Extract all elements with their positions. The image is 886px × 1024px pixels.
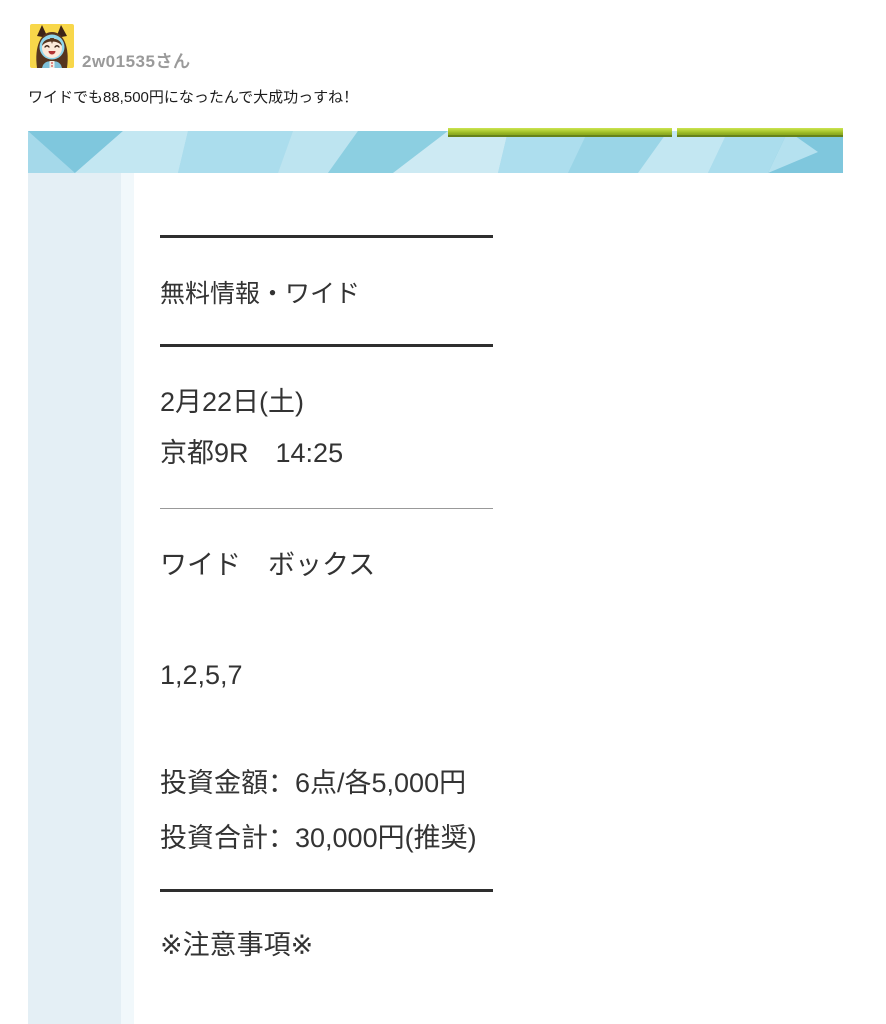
race-date: 2月22日(土): [160, 387, 305, 417]
nav-tab-left-edge[interactable]: [448, 128, 672, 137]
horse-numbers: 1,2,5,7: [160, 660, 243, 690]
bet-type: ワイド ボックス: [160, 550, 376, 580]
username-label: 2w01535さん: [82, 52, 191, 71]
investment-per-point: 投資金額：6点/各5,000円: [160, 768, 467, 798]
investment-total: 投資合計：30,000円(推奨): [160, 823, 477, 853]
separator-under-title: [160, 344, 493, 347]
notice-heading: ※注意事項※: [160, 930, 314, 960]
nav-tab-right-edge[interactable]: [677, 128, 843, 137]
review-comment-text: ワイドでも88,500円になったんで大成功っすね！: [28, 89, 359, 106]
separator-top: [160, 235, 493, 238]
info-title: 無料情報・ワイド: [160, 280, 361, 308]
race-name-time: 京都9R 14:25: [160, 438, 344, 468]
header-banner: [28, 131, 843, 173]
user-avatar-icon: [30, 24, 74, 68]
left-sidebar-strip-fade: [121, 173, 134, 1024]
separator-thin: [160, 508, 493, 509]
left-sidebar-strip: [28, 173, 121, 1024]
separator-bottom: [160, 889, 493, 892]
